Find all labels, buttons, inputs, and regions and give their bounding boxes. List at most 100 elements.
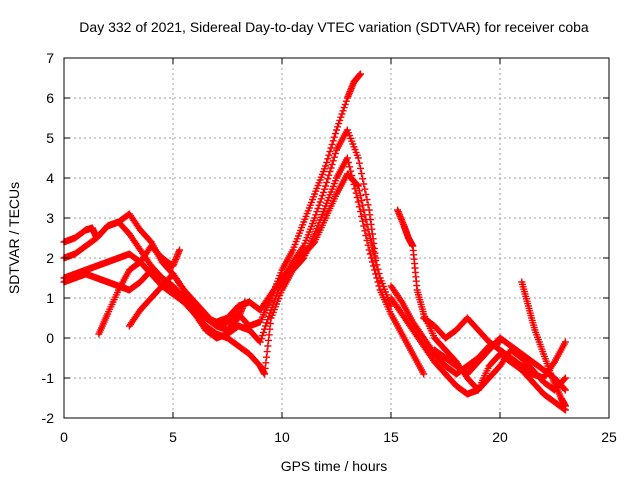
data-point xyxy=(326,148,334,156)
data-point xyxy=(256,338,264,346)
data-point xyxy=(365,230,373,238)
data-point xyxy=(561,402,569,410)
data-point xyxy=(370,262,378,270)
y-tick-label: -2 xyxy=(42,410,55,426)
data-point xyxy=(371,252,379,260)
data-point xyxy=(323,158,331,166)
data-point xyxy=(366,234,374,242)
data-point xyxy=(560,385,568,393)
y-axis-label: SDTVAR / TECUs xyxy=(6,182,22,294)
series-track-1 xyxy=(60,70,364,330)
x-tick-label: 20 xyxy=(492,429,508,445)
data-point xyxy=(371,266,379,274)
data-point xyxy=(496,338,504,346)
x-ticks: 0 5 10 15 20 25 xyxy=(60,58,617,445)
data-point xyxy=(339,107,347,115)
data-point xyxy=(356,164,364,172)
data-point xyxy=(368,258,376,266)
data-point xyxy=(356,70,364,78)
data-point xyxy=(374,278,382,286)
data-point xyxy=(374,265,382,273)
data-point xyxy=(362,190,370,198)
data-point xyxy=(312,211,320,219)
x-tick-label: 5 xyxy=(169,429,177,445)
data-point xyxy=(241,298,249,306)
chart-title: Day 332 of 2021, Sidereal Day-to-day VTE… xyxy=(79,19,589,35)
series-track-8 xyxy=(387,294,569,398)
data-point xyxy=(257,335,265,343)
data-point xyxy=(356,208,364,216)
data-point xyxy=(321,185,329,193)
y-tick-label: 5 xyxy=(46,130,54,146)
data-point xyxy=(330,133,338,141)
data-point xyxy=(356,192,364,200)
y-ticks: -2 -1 0 1 2 3 4 5 6 7 xyxy=(42,50,609,426)
data-point xyxy=(360,180,368,188)
data-point xyxy=(338,110,346,118)
data-point xyxy=(331,130,339,138)
data-point xyxy=(329,157,337,165)
data-point xyxy=(360,222,368,230)
data-point xyxy=(335,120,343,128)
data-point xyxy=(362,232,370,240)
data-point xyxy=(316,198,324,206)
data-point xyxy=(549,360,557,368)
data-point xyxy=(263,319,271,327)
data-point xyxy=(344,158,352,166)
data-point xyxy=(561,374,569,382)
data-point xyxy=(313,208,321,216)
data-point xyxy=(326,168,334,176)
data-point xyxy=(328,140,336,148)
data-point xyxy=(334,123,342,131)
data-point xyxy=(310,239,318,247)
data-point xyxy=(420,370,428,378)
data-point xyxy=(176,246,184,254)
data-point xyxy=(323,178,331,186)
y-tick-label: 7 xyxy=(46,50,54,66)
data-point xyxy=(258,332,266,340)
data-point xyxy=(331,150,339,158)
data-point xyxy=(354,154,362,162)
data-point xyxy=(343,154,351,162)
x-tick-label: 0 xyxy=(60,429,68,445)
y-tick-label: 1 xyxy=(46,290,54,306)
series-track-6 xyxy=(125,270,249,334)
data-point xyxy=(372,256,380,264)
data-point xyxy=(358,170,366,178)
data-point xyxy=(355,159,363,167)
data-point xyxy=(327,144,335,152)
data-point xyxy=(259,328,267,336)
data-point xyxy=(363,196,371,204)
x-tick-label: 10 xyxy=(274,429,290,445)
grid xyxy=(64,58,609,418)
x-axis-label: GPS time / hours xyxy=(281,458,388,474)
plot-frame xyxy=(63,57,610,419)
data-point xyxy=(336,116,344,124)
data-points xyxy=(60,70,569,414)
data-point xyxy=(318,192,326,200)
data-point xyxy=(397,296,405,304)
data-point xyxy=(364,225,372,233)
x-tick-label: 15 xyxy=(383,429,399,445)
y-tick-label: 3 xyxy=(46,210,54,226)
data-point xyxy=(340,104,348,112)
data-point xyxy=(370,248,378,256)
y-tick-label: 4 xyxy=(46,170,54,186)
data-point xyxy=(319,188,327,196)
data-point xyxy=(325,171,333,179)
data-point xyxy=(346,163,354,171)
data-point xyxy=(317,195,325,203)
data-point xyxy=(361,211,369,219)
data-point xyxy=(337,113,345,121)
data-point xyxy=(363,220,371,228)
series-track-2 xyxy=(60,126,380,346)
data-point xyxy=(354,182,362,190)
data-point xyxy=(367,239,375,247)
data-point xyxy=(329,137,337,145)
data-point xyxy=(561,338,569,346)
data-point xyxy=(342,97,350,105)
series-track-5 xyxy=(95,242,184,338)
data-point xyxy=(322,162,330,170)
data-point xyxy=(324,175,332,183)
